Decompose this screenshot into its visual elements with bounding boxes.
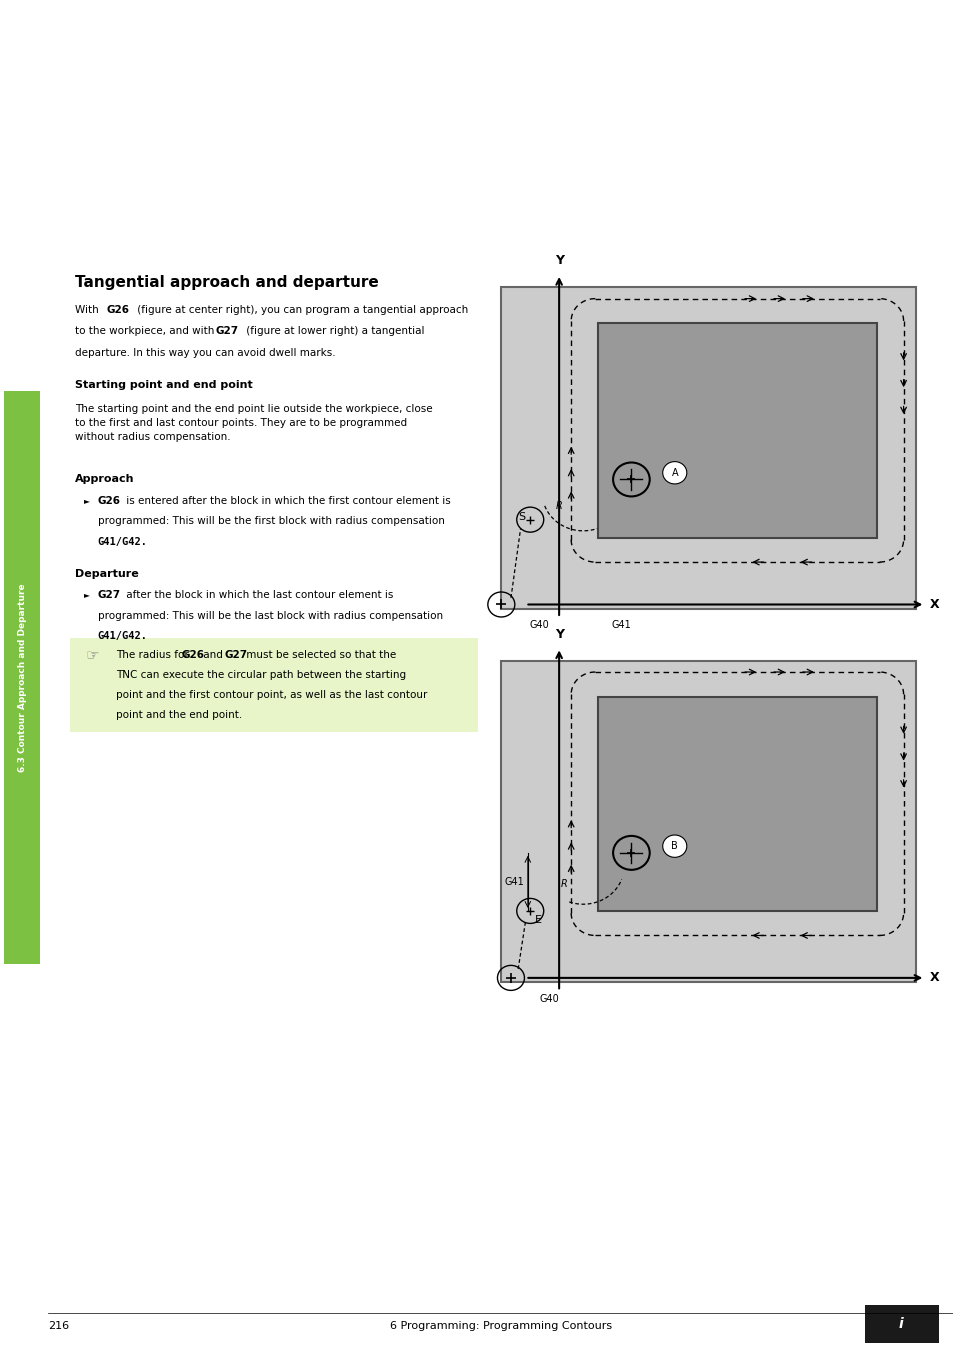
Text: and: and <box>200 650 226 659</box>
Text: G41: G41 <box>611 620 631 630</box>
Text: E: E <box>535 915 541 925</box>
Circle shape <box>662 834 686 857</box>
Text: G41: G41 <box>504 878 523 887</box>
Text: must be selected so that the: must be selected so that the <box>242 650 395 659</box>
Text: G41/G42.: G41/G42. <box>97 631 148 640</box>
Text: after the block in which the last contour element is: after the block in which the last contou… <box>123 590 393 600</box>
Text: point and the end point.: point and the end point. <box>115 710 242 720</box>
Text: TNC can execute the circular path between the starting: TNC can execute the circular path betwee… <box>115 670 405 679</box>
Circle shape <box>662 461 686 484</box>
Text: Y: Y <box>554 628 563 640</box>
Text: (figure at lower right) a tangential: (figure at lower right) a tangential <box>242 326 424 336</box>
Bar <box>597 324 876 538</box>
Text: The starting point and the end point lie outside the workpiece, close
to the fir: The starting point and the end point lie… <box>74 404 432 442</box>
Text: 6.3 Contour Approach and Departure: 6.3 Contour Approach and Departure <box>17 584 27 772</box>
Bar <box>597 697 876 911</box>
Bar <box>500 287 915 609</box>
Text: G27: G27 <box>97 590 120 600</box>
Text: R: R <box>556 501 562 511</box>
Text: point and the first contour point, as well as the last contour: point and the first contour point, as we… <box>115 690 427 700</box>
Text: departure. In this way you can avoid dwell marks.: departure. In this way you can avoid dwe… <box>74 348 335 357</box>
Text: is entered after the block in which the first contour element is: is entered after the block in which the … <box>123 496 450 506</box>
Text: R: R <box>560 879 567 890</box>
Text: G40: G40 <box>539 993 558 1003</box>
Text: With: With <box>74 305 102 314</box>
FancyBboxPatch shape <box>864 1305 938 1343</box>
Bar <box>4 391 40 964</box>
Text: Y: Y <box>554 255 563 267</box>
Text: Starting point and end point: Starting point and end point <box>74 380 253 390</box>
Text: X: X <box>929 972 939 984</box>
Text: X: X <box>929 599 939 611</box>
Text: Tangential approach and departure: Tangential approach and departure <box>74 275 378 290</box>
Bar <box>500 661 915 983</box>
Text: G26: G26 <box>107 305 130 314</box>
Text: G40: G40 <box>530 620 549 630</box>
Text: G26: G26 <box>182 650 205 659</box>
Text: A: A <box>671 468 678 477</box>
Text: The radius for: The radius for <box>115 650 192 659</box>
Text: (figure at center right), you can program a tangential approach: (figure at center right), you can progra… <box>133 305 468 314</box>
Text: ►: ► <box>84 496 90 506</box>
FancyBboxPatch shape <box>71 638 477 732</box>
Text: programmed: This will be the first block with radius compensation: programmed: This will be the first block… <box>97 516 444 526</box>
Text: 216: 216 <box>48 1321 69 1330</box>
Text: G26: G26 <box>97 496 120 506</box>
Text: 6 Programming: Programming Contours: 6 Programming: Programming Contours <box>390 1321 611 1330</box>
Text: S: S <box>517 512 525 523</box>
Text: programmed: This will be the last block with radius compensation: programmed: This will be the last block … <box>97 611 442 620</box>
Text: ☞: ☞ <box>86 648 99 663</box>
Text: B: B <box>671 841 678 851</box>
Text: G27: G27 <box>224 650 247 659</box>
Text: ►: ► <box>84 590 90 600</box>
Text: G41/G42.: G41/G42. <box>97 537 148 546</box>
Text: Departure: Departure <box>74 569 138 578</box>
Text: Approach: Approach <box>74 474 134 484</box>
Text: to the workpiece, and with: to the workpiece, and with <box>74 326 217 336</box>
Text: G27: G27 <box>215 326 238 336</box>
Text: i: i <box>898 1317 902 1330</box>
